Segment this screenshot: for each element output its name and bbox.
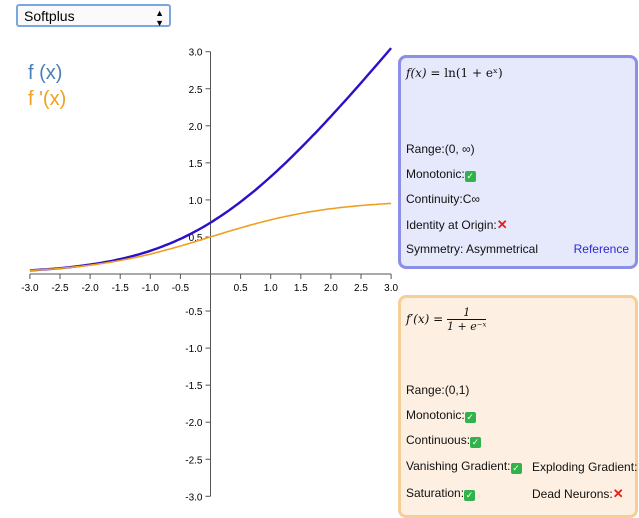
exploding-gradient: Exploding Gradient:✕ [532, 459, 639, 475]
updown-arrows-icon: ▲ ▼ [155, 8, 164, 28]
y-tick-label: 0.5 [189, 233, 203, 244]
continuous: Continuous: ✓ [406, 433, 482, 448]
range: Range:(0,1) [406, 383, 470, 397]
function-formula: f(x) = ln(1 + eˣ) [406, 66, 503, 80]
x-tick-label: 0.5 [234, 283, 248, 294]
y-tick-label: 2.0 [189, 122, 203, 133]
check-icon: ✓ [470, 437, 482, 448]
x-tick-label: -2.5 [51, 283, 69, 294]
x-tick-label: 1.0 [264, 283, 278, 294]
y-tick-label: 1.5 [189, 159, 203, 170]
legend-f: f (x) [28, 62, 63, 84]
legend-fprime: f '(x) [28, 88, 67, 110]
y-tick-label: -2.0 [185, 418, 203, 429]
vanishing-gradient: Vanishing Gradient: ✓ [406, 459, 522, 474]
x-tick-label: -1.5 [112, 283, 130, 294]
cross-icon: ✕ [637, 459, 639, 474]
y-tick-label: -0.5 [185, 307, 203, 318]
x-tick-label: 2.0 [324, 283, 338, 294]
identity-at-origin: Identity at Origin:✕ [406, 217, 508, 232]
monotonic: Monotonic: ✓ [406, 408, 476, 423]
select-value: Softplus [24, 8, 75, 24]
function-panel: f(x) = ln(1 + eˣ) Range:(0, ∞) Monotonic… [398, 55, 638, 269]
saturation: Saturation: ✓ [406, 486, 476, 501]
range: Range:(0, ∞) [406, 142, 475, 156]
x-tick-label: 3.0 [384, 283, 398, 294]
x-tick-label: -3.0 [21, 283, 39, 294]
y-tick-label: -1.0 [185, 344, 203, 355]
y-tick-label: -1.5 [185, 381, 203, 392]
check-icon: ✓ [464, 490, 476, 501]
symmetry: Symmetry: Asymmetrical [406, 242, 539, 256]
x-tick-label: -2.0 [81, 283, 99, 294]
y-tick-label: -2.5 [185, 455, 203, 466]
dead-neurons: Dead Neurons:✕ [532, 486, 624, 501]
x-tick-label: -1.0 [142, 283, 160, 294]
derivative-curve [29, 202, 392, 272]
monotonic: Monotonic: ✓ [406, 167, 476, 182]
check-icon: ✓ [464, 412, 476, 423]
cross-icon: ✕ [612, 486, 624, 501]
x-tick-label: 2.5 [354, 283, 368, 294]
y-tick-label: 2.5 [189, 85, 203, 96]
cross-icon: ✕ [496, 217, 508, 232]
reference-link[interactable]: Reference [573, 242, 629, 256]
check-icon: ✓ [510, 463, 522, 474]
x-tick-label: -0.5 [172, 283, 190, 294]
y-tick-label: -3.0 [185, 492, 203, 503]
activation-select[interactable]: Softplus ▲ ▼ [16, 4, 171, 28]
y-tick-label: 1.0 [189, 196, 203, 207]
y-tick-label: 3.0 [189, 48, 203, 59]
x-tick-label: 1.5 [294, 283, 308, 294]
check-icon: ✓ [464, 171, 476, 182]
continuity: Continuity:C∞ [406, 192, 480, 206]
